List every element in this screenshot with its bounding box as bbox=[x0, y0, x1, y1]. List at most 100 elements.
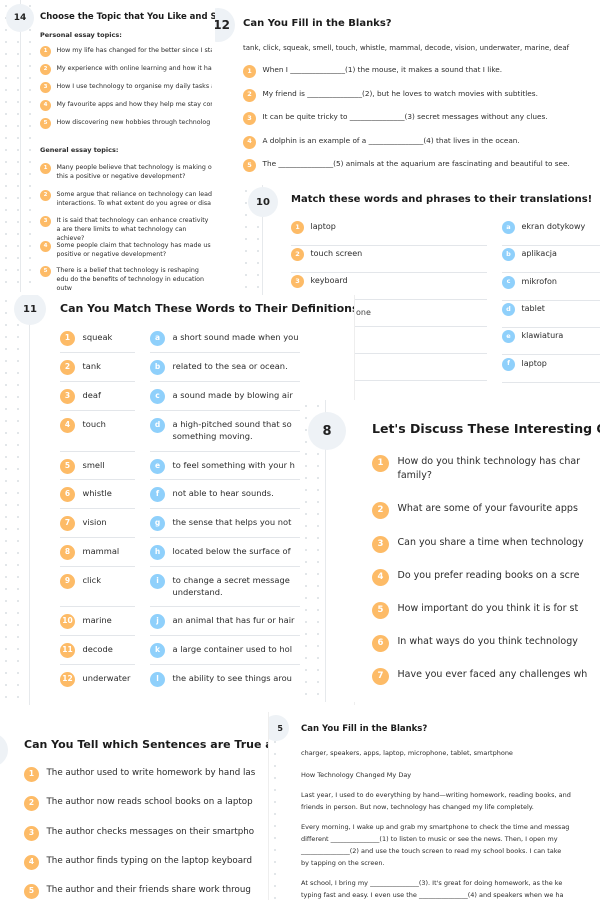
word-item: 11 decode bbox=[60, 643, 140, 658]
word-item: 10 marine bbox=[60, 614, 140, 629]
item-number-badge: f bbox=[150, 487, 165, 502]
item-number-badge: 4 bbox=[243, 135, 256, 149]
fill-blank-item: 5 The _______________(5) animals at the a… bbox=[243, 159, 593, 172]
item-text: The author used to write homework by han… bbox=[46, 768, 256, 778]
section-number-badge: 8 bbox=[308, 412, 346, 450]
item-text: smell bbox=[82, 460, 105, 470]
item-number-badge: g bbox=[150, 516, 165, 531]
divider bbox=[150, 451, 300, 452]
general-topics-heading: General essay topics: bbox=[40, 146, 119, 154]
item-text: a large container used to hol bbox=[172, 644, 293, 654]
item-number-badge: 9 bbox=[60, 574, 75, 589]
divider bbox=[60, 635, 135, 636]
stray-text: one bbox=[356, 308, 371, 317]
divider bbox=[60, 566, 135, 567]
item-text: touch bbox=[82, 419, 106, 429]
item-number-badge: 8 bbox=[60, 545, 75, 560]
item-text: to change a secret message understand. bbox=[172, 575, 290, 598]
section-number-badge: 14 bbox=[6, 4, 34, 32]
item-number-badge: d bbox=[502, 302, 515, 316]
item-number-badge: 4 bbox=[40, 241, 51, 252]
item-text: aplikacja bbox=[521, 249, 557, 259]
definition-item: i to change a secret message understand. bbox=[150, 574, 298, 598]
personal-topic-item: 1 How my life has changed for the better … bbox=[40, 46, 212, 57]
divider bbox=[150, 566, 300, 567]
fill-blank-item: 1 When I _______________(1) the mouse, it… bbox=[243, 65, 593, 78]
translation-item: e klawiatura bbox=[502, 330, 600, 344]
item-number-badge: j bbox=[150, 614, 165, 629]
item-text: Some argue that reliance on technology c… bbox=[56, 191, 212, 208]
general-topic-item: 2 Some argue that reliance on technology … bbox=[40, 190, 212, 208]
item-text: a short sound made when you press som bbox=[172, 332, 299, 342]
general-topic-item: 4 Some people claim that technology has m… bbox=[40, 241, 212, 259]
divider bbox=[291, 245, 487, 246]
divider bbox=[60, 381, 135, 382]
item-text: the sense that helps you not bbox=[172, 517, 292, 527]
item-text: My experience with online learning and h… bbox=[56, 65, 212, 72]
item-number-badge: 3 bbox=[24, 825, 39, 841]
item-number-badge: 4 bbox=[372, 569, 389, 586]
section-title: Can You Tell which Sentences are True a bbox=[24, 738, 270, 751]
card-essay-topics: 14 Choose the Topic that You Like and Sh… bbox=[0, 0, 215, 292]
item-text: Do you prefer reading books on a scre bbox=[397, 570, 580, 581]
discussion-question: 2 What are some of your favourite apps bbox=[372, 502, 598, 519]
discussion-question: 3 Can you share a time when technology bbox=[372, 536, 598, 553]
personal-topic-item: 4 My favourite apps and how they help me … bbox=[40, 100, 212, 111]
word-item: 1 squeak bbox=[60, 331, 140, 346]
definition-item: d a high-pitched sound that so something … bbox=[150, 418, 298, 442]
item-text: When I _______________(1) the mouse, it … bbox=[262, 65, 503, 74]
divider bbox=[291, 272, 487, 273]
item-text: the ability to see things arou bbox=[172, 673, 292, 683]
general-topic-item: 1 Many people believe that technology is … bbox=[40, 163, 212, 181]
word-item: 7 vision bbox=[60, 516, 140, 531]
section-number-badge: 12 bbox=[215, 8, 235, 42]
item-text: It is said that technology can enhance c… bbox=[56, 217, 209, 243]
item-number-badge: 5 bbox=[243, 159, 256, 172]
item-number-badge: 1 bbox=[243, 65, 256, 78]
definition-item: j an animal that has fur or hair bbox=[150, 614, 298, 629]
item-text: It can be quite tricky to ______________… bbox=[262, 112, 548, 121]
section-number-badge: 11 bbox=[14, 295, 46, 325]
story-line: by tapping on the screen. bbox=[301, 859, 385, 867]
item-number-badge: 1 bbox=[24, 767, 39, 782]
section-number-badge: 5 bbox=[269, 715, 289, 741]
divider bbox=[60, 451, 135, 452]
divider bbox=[60, 410, 135, 411]
item-number-badge: 2 bbox=[291, 248, 304, 261]
true-false-statement: 1 The author used to write homework by ha… bbox=[24, 767, 269, 782]
item-number-badge: 4 bbox=[24, 854, 39, 870]
item-text: laptop bbox=[310, 222, 336, 231]
item-text: The _______________(5) animals at the aq… bbox=[262, 159, 570, 168]
section-number-badge: 10 bbox=[248, 187, 278, 217]
item-text: deaf bbox=[82, 390, 101, 400]
item-text: whistle bbox=[82, 488, 112, 498]
item-number-badge: 1 bbox=[60, 331, 75, 346]
item-number-badge: 1 bbox=[40, 46, 51, 57]
general-topic-item: 3 It is said that technology can enhance … bbox=[40, 216, 212, 243]
story-line: Last year, I used to do everything by ha… bbox=[301, 791, 571, 799]
item-text: The author finds typing on the laptop ke… bbox=[46, 855, 253, 866]
card-discussion: 8 Let's Discuss These Interesting Q 1 How… bbox=[300, 400, 600, 702]
item-text: Have you ever faced any challenges wh bbox=[397, 669, 588, 680]
fill-blank-item: 3 It can be quite tricky to _____________… bbox=[243, 112, 593, 125]
item-number-badge: 4 bbox=[60, 418, 75, 433]
item-text: Can you share a time when technology bbox=[397, 537, 584, 548]
personal-topic-item: 3 How I use technology to organise my dai… bbox=[40, 82, 212, 93]
divider bbox=[60, 664, 135, 665]
item-number-badge: 3 bbox=[291, 275, 304, 288]
item-text: Some people claim that technology has ma… bbox=[56, 242, 211, 259]
divider bbox=[60, 537, 135, 538]
item-number-badge: h bbox=[150, 545, 165, 560]
item-text: not able to hear sounds. bbox=[172, 488, 274, 498]
item-number-badge: 10 bbox=[60, 614, 75, 629]
item-number-badge: 2 bbox=[60, 360, 75, 375]
item-text: decode bbox=[82, 644, 113, 654]
section-number-badge bbox=[0, 733, 8, 767]
item-number-badge: l bbox=[150, 672, 165, 687]
definition-item: e to feel something with your h bbox=[150, 459, 298, 474]
item-text: The author now reads school books on a l… bbox=[46, 797, 253, 808]
story-line: _______________(2) and use the touch scr… bbox=[301, 847, 562, 855]
story-line: typing fast and easy. I even use the ___… bbox=[301, 891, 564, 899]
discussion-question: 7 Have you ever faced any challenges wh bbox=[372, 668, 598, 685]
item-number-badge: c bbox=[150, 389, 165, 404]
